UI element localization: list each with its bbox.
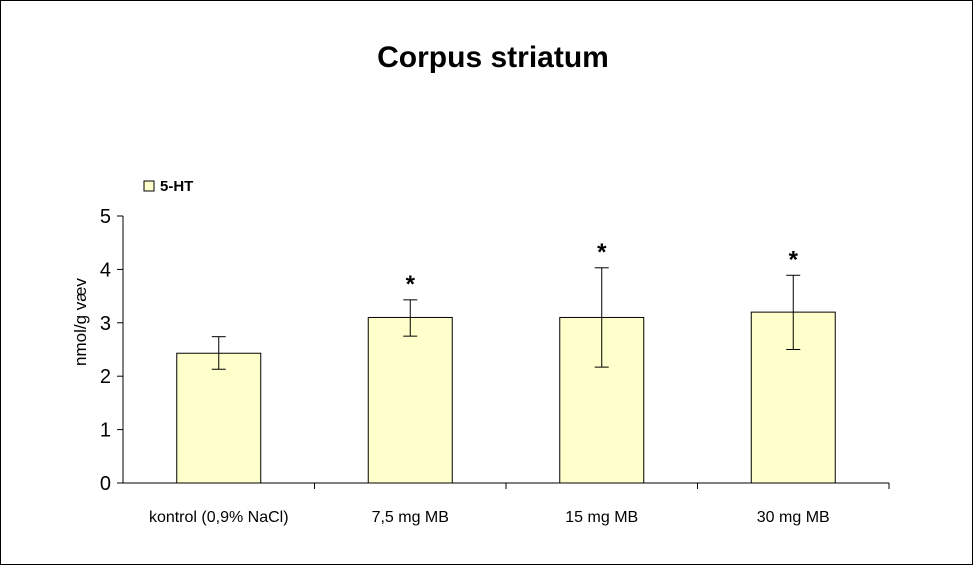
bars: * * * <box>176 239 836 484</box>
significance-marker: * <box>406 271 416 298</box>
y-tick-label: 1 <box>100 420 111 442</box>
legend-swatch-5-ht <box>143 180 155 192</box>
significance-marker: * <box>597 239 607 266</box>
x-tick-label: 7,5 mg MB <box>372 509 449 526</box>
y-tick-label: 3 <box>100 313 111 335</box>
axes: 0 1 2 3 4 5 kontrol (0,9% NaCl) 7,5 mg MB 15 mg … <box>100 206 890 526</box>
chart-title: Corpus striatum <box>377 41 609 74</box>
y-tick-label: 2 <box>100 366 111 388</box>
x-tick-label: 30 mg MB <box>757 509 830 526</box>
y-tick-label: 5 <box>100 206 111 228</box>
x-tick-label: 15 mg MB <box>565 509 638 526</box>
bar-1 <box>176 352 262 484</box>
y-tick-label: 4 <box>100 259 111 281</box>
bar-2 <box>367 316 453 484</box>
y-tick-label: 0 <box>100 473 111 495</box>
significance-marker: * <box>789 246 799 273</box>
legend-label-5-ht: 5-HT <box>160 178 193 195</box>
legend: 5-HT <box>143 178 193 195</box>
y-axis-label: nmol/g væv <box>71 278 90 366</box>
x-tick-label: kontrol (0,9% NaCl) <box>149 509 289 526</box>
